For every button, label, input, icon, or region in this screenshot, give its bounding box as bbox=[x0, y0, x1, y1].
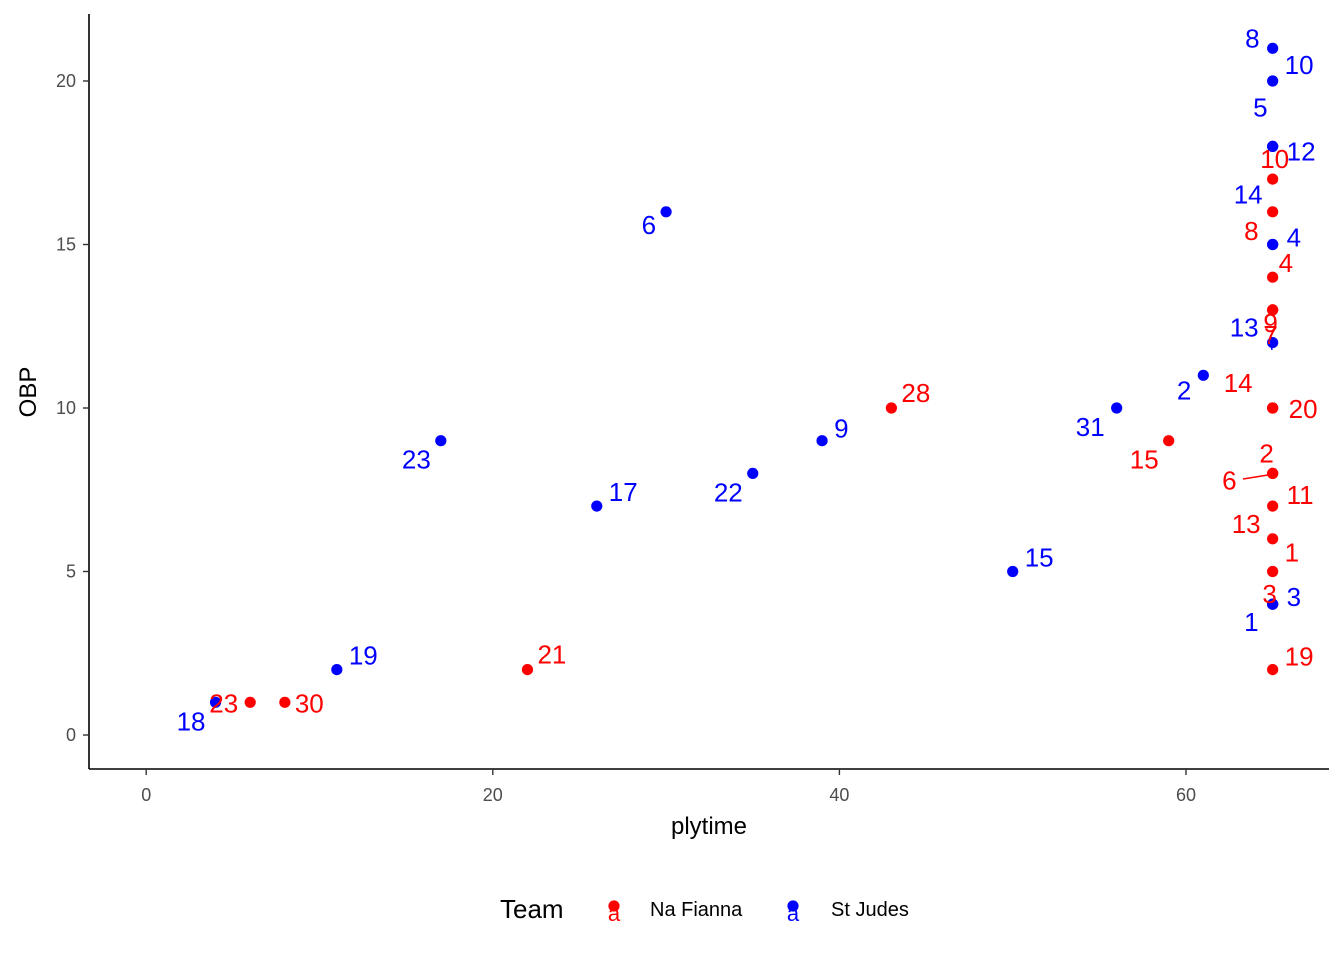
data-point bbox=[660, 206, 672, 218]
point-label: 6 bbox=[642, 210, 656, 240]
data-point bbox=[244, 696, 256, 708]
point-label: 21 bbox=[537, 640, 566, 670]
point-label: 1 bbox=[1285, 538, 1299, 568]
point-label: 3 bbox=[1262, 579, 1276, 609]
point-label: 9 bbox=[1263, 308, 1277, 338]
point-label: 13 bbox=[1232, 509, 1261, 539]
data-point bbox=[1111, 402, 1123, 414]
y-axis-title: OBP bbox=[15, 367, 42, 418]
points-layer bbox=[209, 42, 1279, 708]
point-label: 4 bbox=[1287, 223, 1301, 253]
point-label: 15 bbox=[1025, 543, 1054, 573]
point-label: 7 bbox=[1263, 320, 1277, 350]
point-label: 2 bbox=[1177, 375, 1191, 405]
point-label: 4 bbox=[1279, 248, 1293, 278]
x-tick-label: 60 bbox=[1176, 785, 1196, 805]
point-label: 20 bbox=[1289, 394, 1318, 424]
label-leader bbox=[1242, 474, 1269, 480]
y-tick-label: 20 bbox=[56, 71, 76, 91]
y-tick-label: 10 bbox=[56, 398, 76, 418]
data-point bbox=[1267, 140, 1279, 152]
data-point bbox=[1267, 664, 1279, 676]
point-label: 28 bbox=[901, 378, 930, 408]
point-label: 18 bbox=[177, 706, 206, 736]
data-point bbox=[1267, 75, 1279, 87]
data-point bbox=[816, 435, 828, 447]
data-point bbox=[331, 664, 343, 676]
legend-entry-label: St Judes bbox=[831, 899, 909, 921]
x-tick-label: 0 bbox=[141, 785, 151, 805]
point-label: 10 bbox=[1260, 144, 1289, 174]
data-point bbox=[1163, 435, 1175, 447]
data-point bbox=[1267, 598, 1279, 610]
point-label: 17 bbox=[609, 477, 638, 507]
axes bbox=[88, 14, 1329, 770]
legend-key-text: a bbox=[608, 901, 621, 926]
data-point bbox=[209, 696, 222, 708]
legend-key-text: a bbox=[787, 901, 800, 926]
legend-entry-label: Na Fianna bbox=[650, 899, 743, 921]
data-point bbox=[279, 696, 291, 708]
y-tick-label: 5 bbox=[66, 562, 76, 582]
data-point bbox=[1267, 271, 1279, 283]
point-label: 13 bbox=[1230, 313, 1259, 343]
point-label: 6 bbox=[1222, 465, 1236, 495]
point-label: 3 bbox=[1287, 582, 1301, 612]
point-label: 15 bbox=[1130, 445, 1159, 475]
data-point bbox=[1267, 238, 1279, 251]
point-label: 19 bbox=[1285, 642, 1314, 672]
point-label: 12 bbox=[1287, 136, 1316, 166]
y-tick-label: 15 bbox=[56, 235, 76, 255]
point-label: 11 bbox=[1287, 480, 1314, 510]
data-point bbox=[1267, 565, 1279, 578]
data-point bbox=[591, 500, 603, 512]
data-point bbox=[1267, 173, 1279, 185]
point-label: 1 bbox=[1244, 607, 1258, 637]
point-label: 10 bbox=[1285, 50, 1314, 80]
data-point bbox=[1267, 467, 1279, 479]
ticks: 0 20 40 60 0 5 10 15 20 bbox=[56, 71, 1196, 805]
point-label: 23 bbox=[402, 445, 431, 475]
data-point bbox=[521, 664, 534, 676]
legend-title: Team bbox=[500, 894, 564, 924]
data-point bbox=[1267, 42, 1279, 54]
label-leader bbox=[1269, 339, 1273, 351]
point-label: 30 bbox=[295, 688, 324, 718]
point-label: 22 bbox=[714, 477, 743, 507]
legend: Team a Na Fianna a St Judes bbox=[500, 894, 909, 926]
data-point bbox=[1267, 206, 1279, 218]
data-point bbox=[1197, 369, 1209, 381]
data-point bbox=[1267, 337, 1279, 349]
point-label: 8 bbox=[1244, 216, 1258, 246]
point-label: 2 bbox=[1259, 438, 1273, 468]
point-label: 14 bbox=[1224, 368, 1253, 398]
point-label: 5 bbox=[1253, 92, 1267, 122]
y-tick-label: 0 bbox=[66, 725, 76, 745]
point-label: 23 bbox=[209, 688, 238, 718]
data-point bbox=[1267, 402, 1279, 414]
x-axis-title: plytime bbox=[671, 813, 747, 840]
legend-key-point bbox=[787, 900, 799, 912]
point-label: 31 bbox=[1076, 412, 1105, 442]
data-point bbox=[1267, 500, 1279, 512]
data-point bbox=[1267, 304, 1279, 316]
x-tick-label: 20 bbox=[483, 785, 503, 805]
point-label: 8 bbox=[1245, 23, 1259, 53]
data-point bbox=[747, 467, 759, 479]
point-label: 19 bbox=[349, 641, 378, 671]
legend-key-point bbox=[608, 900, 620, 912]
data-point bbox=[435, 435, 447, 447]
data-point bbox=[1007, 565, 1019, 578]
data-point bbox=[1267, 533, 1279, 545]
point-label: 9 bbox=[834, 414, 848, 444]
x-tick-label: 40 bbox=[829, 785, 849, 805]
data-point bbox=[885, 402, 897, 414]
point-label: 14 bbox=[1234, 180, 1263, 210]
